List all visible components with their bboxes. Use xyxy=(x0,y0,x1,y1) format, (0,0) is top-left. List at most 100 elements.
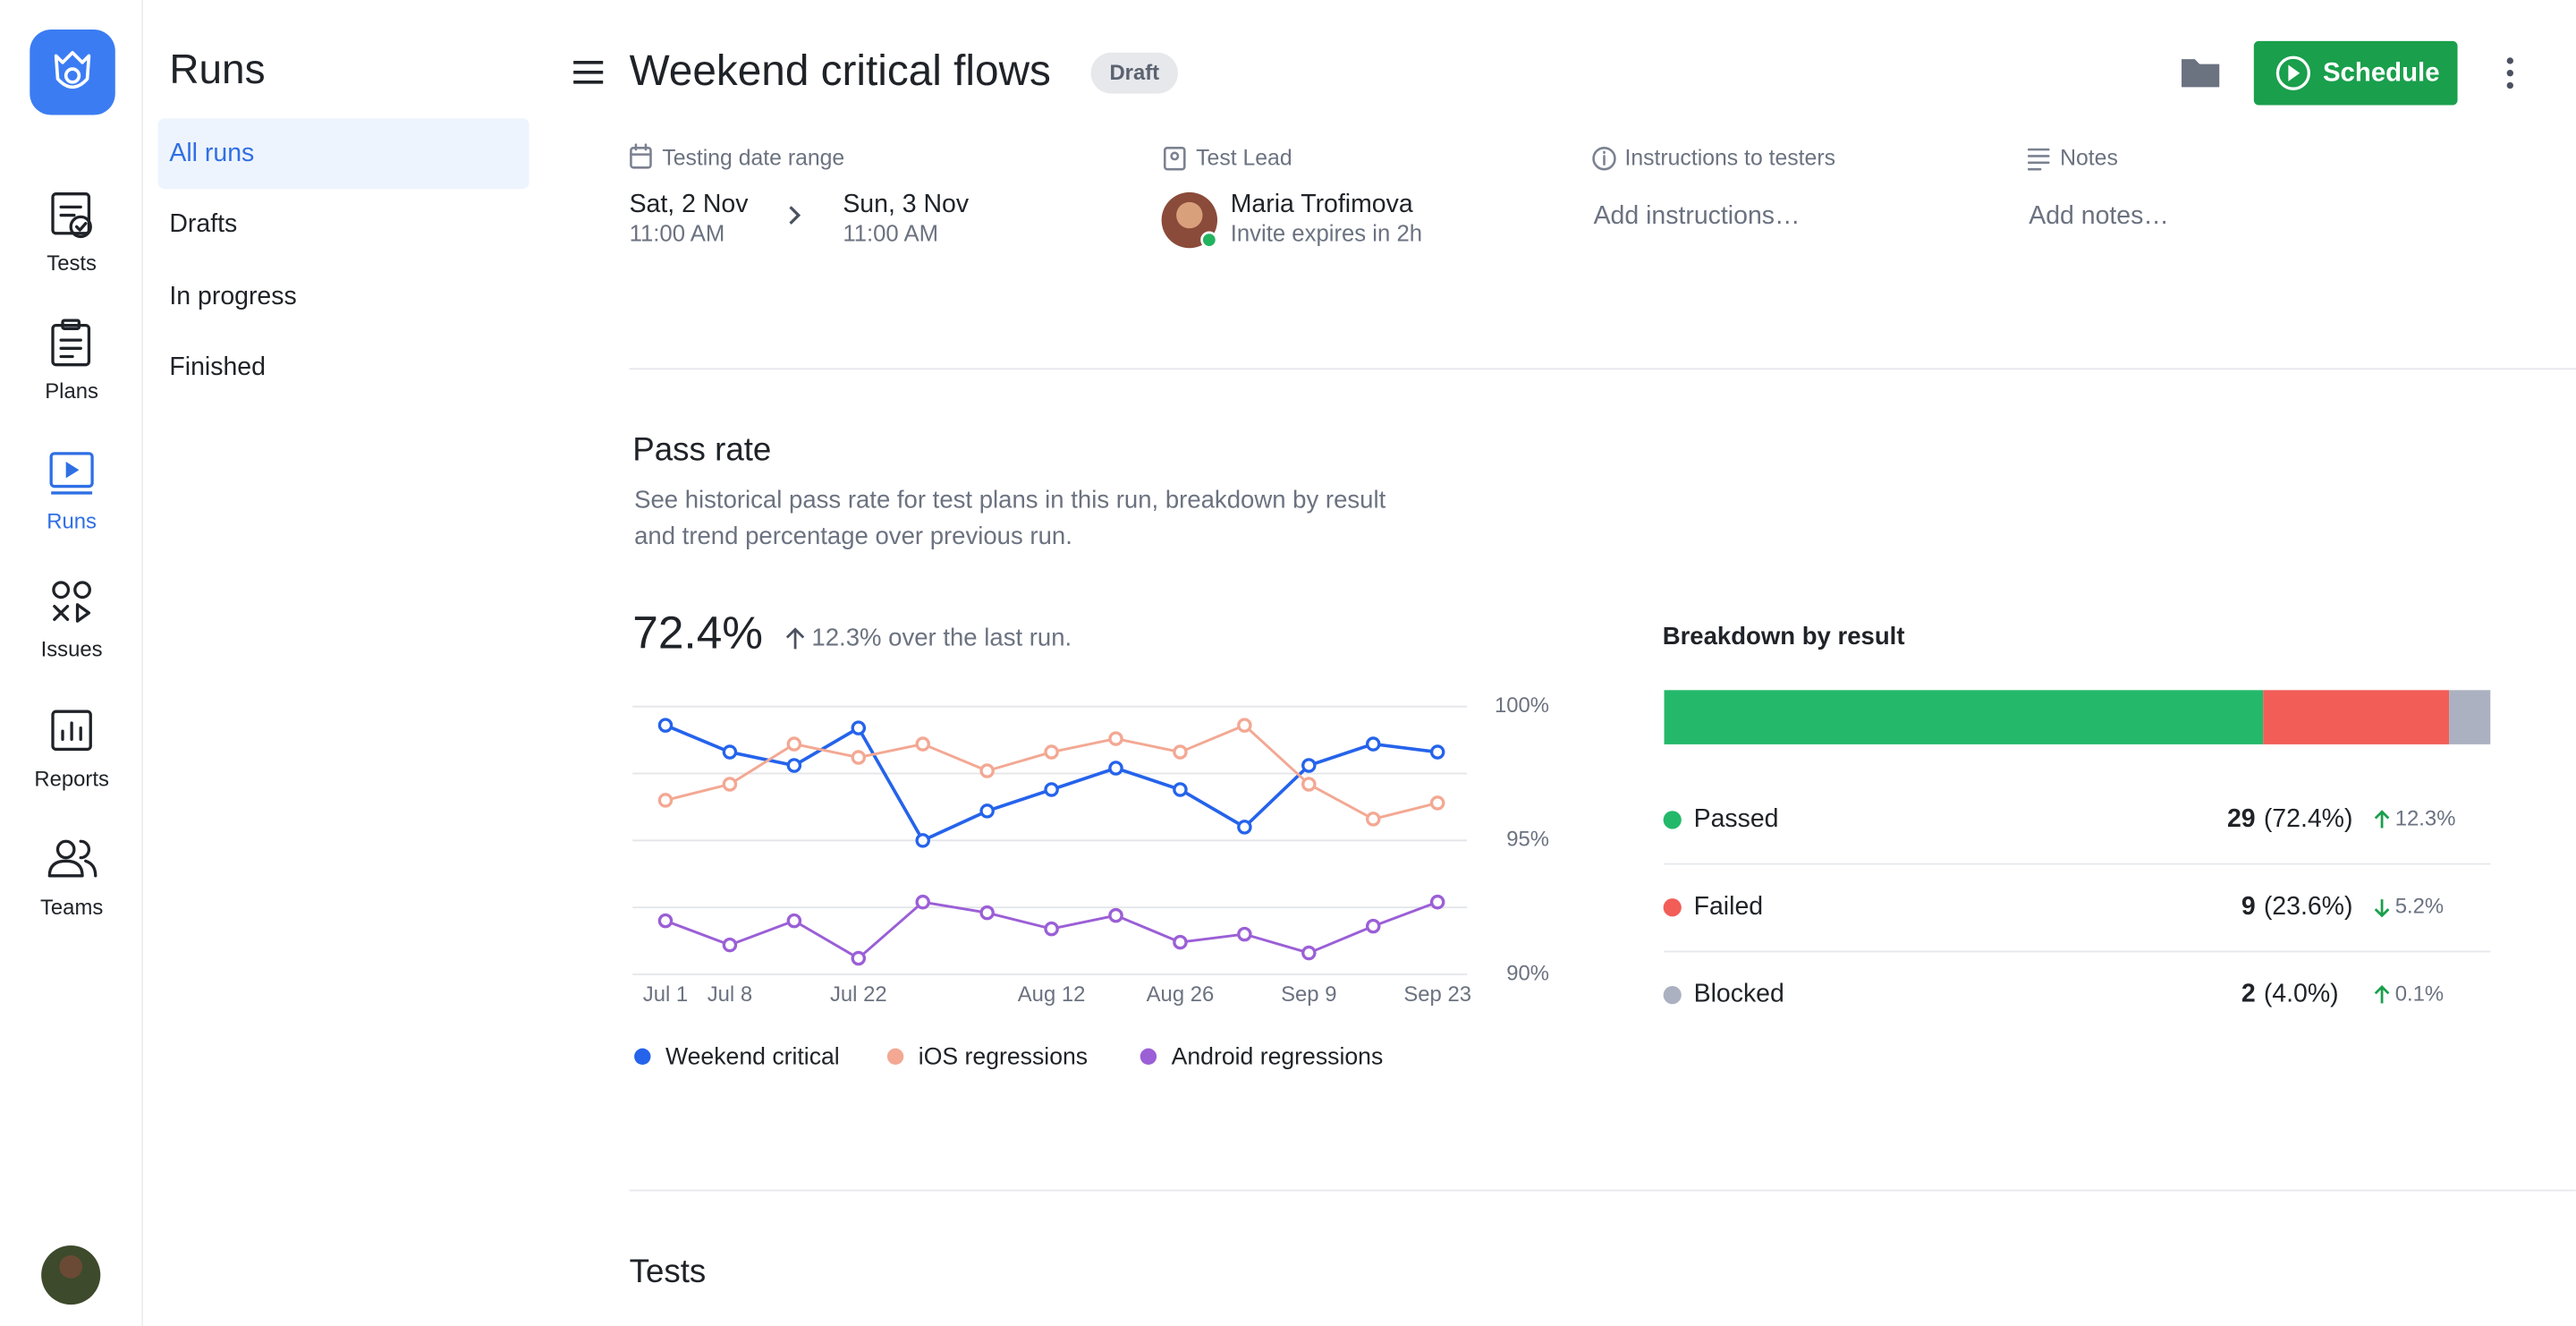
schedule-button[interactable] xyxy=(2253,40,2458,106)
field-label: Instructions to testers xyxy=(1624,147,1835,171)
data-point xyxy=(851,750,867,765)
notes-icon xyxy=(2027,148,2050,171)
range-arrow xyxy=(789,206,801,225)
instructions-input[interactable]: Add instructions… xyxy=(1594,201,1801,230)
data-point xyxy=(979,763,995,778)
rail-tests[interactable]: Tests xyxy=(47,192,97,276)
more-button[interactable] xyxy=(2506,57,2513,89)
rail-runs[interactable]: Runs xyxy=(47,452,97,533)
rail-plans[interactable]: Plans xyxy=(45,319,98,404)
legend-swatch xyxy=(1140,1048,1157,1066)
data-point xyxy=(722,937,738,953)
more-dot xyxy=(2506,57,2513,64)
data-point xyxy=(1301,758,1317,773)
data-point xyxy=(915,736,930,752)
data-point xyxy=(979,803,995,819)
breakdown-title: Breakdown by result xyxy=(1663,622,1905,650)
sidebar-item[interactable]: Finished xyxy=(169,353,266,381)
data-point xyxy=(786,758,802,773)
line-chart: 90% 95% 100% Jul 1 Jul 8 Jul 22 Aug 12 Aug 26 Se… xyxy=(632,693,1549,1070)
result-name: Blocked xyxy=(1694,980,1784,1008)
result-count: 29 xyxy=(2227,804,2256,833)
field-label: Testing date range xyxy=(662,147,844,171)
schedule-icon-play xyxy=(2288,64,2301,81)
notes-input[interactable]: Add notes… xyxy=(2029,201,2169,230)
data-point xyxy=(1237,926,1252,942)
plans-icon xyxy=(51,323,91,367)
schedule-icon xyxy=(2275,55,2310,90)
end-date: Sun, 3 Nov xyxy=(843,190,970,218)
data-point xyxy=(851,720,867,735)
trend-arrow xyxy=(2374,899,2390,918)
field-label: Notes xyxy=(2060,147,2118,171)
legend-label: iOS regressions xyxy=(919,1043,1088,1070)
y-tick-label: 90% xyxy=(1506,961,1549,985)
data-point xyxy=(915,894,930,910)
calendar-icon xyxy=(630,146,652,169)
y-tick-label: 95% xyxy=(1506,828,1549,852)
x-tick-label: Sep 23 xyxy=(1403,982,1471,1007)
result-count: 2 xyxy=(2241,980,2256,1008)
lead-status: Invite expires in 2h xyxy=(1231,221,1422,246)
reports-icon-bars xyxy=(61,721,82,742)
x-tick-label: Sep 9 xyxy=(1281,982,1336,1007)
rail-reports[interactable]: Reports xyxy=(34,710,109,792)
rail-issues[interactable]: Issues xyxy=(41,581,103,662)
result-name: Failed xyxy=(1694,892,1764,921)
section-description: and trend percentage over previous run. xyxy=(634,522,1072,549)
rail-label: Issues xyxy=(41,638,103,662)
breakdown-segment xyxy=(1664,690,2264,744)
data-point xyxy=(1108,907,1123,923)
result-percent: (4.0%) xyxy=(2264,980,2339,1008)
result-name: Passed xyxy=(1694,804,1779,833)
result-dot xyxy=(1663,811,1682,829)
y-tick-label: 100% xyxy=(1495,693,1549,718)
data-point xyxy=(1173,744,1188,760)
runs-icon xyxy=(49,452,94,489)
app-logo[interactable] xyxy=(30,30,115,115)
data-point xyxy=(657,718,674,733)
sidebar-item[interactable]: Drafts xyxy=(169,209,237,238)
menu-button[interactable] xyxy=(573,60,604,84)
x-tick-label: Jul 22 xyxy=(830,982,887,1007)
section-title: Pass rate xyxy=(632,431,771,468)
legend-swatch xyxy=(886,1048,904,1066)
info-icon xyxy=(1592,146,1616,171)
data-point xyxy=(1173,934,1188,950)
data-point xyxy=(1237,820,1252,835)
data-point xyxy=(915,833,930,848)
rail-label: Tests xyxy=(47,251,97,276)
end-time: 11:00 AM xyxy=(843,221,938,246)
more-dot xyxy=(2506,81,2513,89)
legend-swatch xyxy=(634,1048,651,1066)
sidebar-item[interactable]: All runs xyxy=(169,139,254,167)
result-dot xyxy=(1663,898,1682,917)
result-trend: 5.2% xyxy=(2395,895,2444,919)
reports-icon xyxy=(51,710,92,752)
rail-teams[interactable]: Teams xyxy=(40,839,103,920)
rail-label: Plans xyxy=(45,379,98,404)
runs-icon-play xyxy=(65,462,80,479)
data-point xyxy=(851,950,867,966)
field-label: Test Lead xyxy=(1196,147,1292,171)
data-point xyxy=(657,913,674,929)
breakdown-segment xyxy=(2263,690,2450,744)
data-point xyxy=(1365,736,1381,752)
sidebar-item[interactable]: In progress xyxy=(169,282,296,310)
x-tick-label: Jul 1 xyxy=(643,982,688,1007)
data-point xyxy=(722,777,738,792)
result-percent: (23.6%) xyxy=(2264,892,2353,921)
tests-icon-check xyxy=(69,215,92,239)
data-point xyxy=(1173,782,1188,797)
sidebar-title: Runs xyxy=(169,46,265,92)
headline-rate: 72.4% xyxy=(632,606,763,658)
breakdown: Passed 29 (72.4%) 12.3% Failed 9 (23.6%) 5.2% Bl… xyxy=(1663,690,2491,1008)
legend-label: Android regressions xyxy=(1172,1043,1384,1070)
series-line xyxy=(665,724,1438,820)
teams-icon-body xyxy=(47,859,84,878)
issues-icon xyxy=(52,581,71,599)
page-title: Weekend critical flows xyxy=(630,47,1051,95)
folder-button[interactable] xyxy=(2182,59,2220,88)
data-point xyxy=(1237,718,1252,733)
online-dot xyxy=(1200,231,1218,249)
